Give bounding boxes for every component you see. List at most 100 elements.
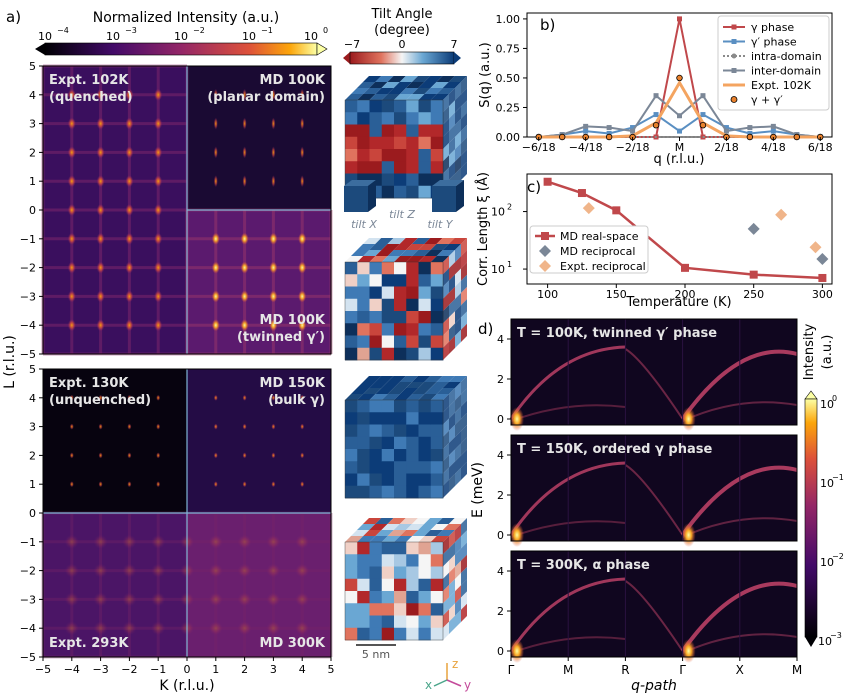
- cube-voxel: [394, 94, 413, 100]
- cube-voxel: [461, 299, 467, 318]
- cube-voxel: [345, 323, 358, 336]
- a-top-ytick: 5: [29, 60, 36, 73]
- bragg-spot: [211, 232, 220, 245]
- cube-voxel: [455, 418, 461, 437]
- cube-voxel: [381, 256, 400, 262]
- cube-voxel: [381, 412, 395, 425]
- cube-voxel: [430, 382, 449, 388]
- cube-voxel: [357, 524, 376, 530]
- tilt-title-2: (degree): [374, 23, 430, 38]
- bragg-spot: [125, 261, 134, 274]
- cube-voxel: [357, 256, 376, 262]
- cube-voxel: [455, 382, 461, 401]
- b-series-marker: [700, 93, 706, 99]
- b-xtick: M: [675, 141, 685, 154]
- cube-voxel: [381, 124, 395, 138]
- cube-voxel: [381, 244, 400, 250]
- cube-voxel: [418, 82, 437, 88]
- label-a-top-tl-2: (quenched): [49, 90, 133, 105]
- d-xlabel: q-path: [631, 678, 677, 694]
- cube-voxel: [351, 388, 370, 394]
- bragg-spot: [122, 563, 137, 578]
- cube-voxel: [394, 100, 407, 113]
- d-ytick: 4: [497, 333, 504, 346]
- cube-voxel: [449, 437, 455, 456]
- bragg-spot: [154, 88, 163, 101]
- cube-voxel: [357, 311, 370, 324]
- bragg-spot: [295, 592, 310, 607]
- cb-a-exp-4: 0: [323, 26, 328, 35]
- a-x-ticks: −5 −4 −3 −2 −1 0 1 2 3 4 5: [35, 657, 335, 676]
- cube-voxel: [369, 603, 383, 616]
- cube-voxel: [345, 400, 358, 413]
- a-bottom-ytick: −4: [20, 622, 36, 635]
- bragg-spot: [271, 423, 276, 430]
- cube-voxel: [357, 591, 370, 604]
- cube-voxel: [418, 400, 432, 413]
- cube-voxel: [449, 88, 455, 107]
- d-colorbar-ticks: 10 0 10 −1 10 −2 10 −3: [818, 394, 844, 648]
- cube-voxel: [406, 461, 419, 474]
- cube-voxel: [424, 88, 443, 94]
- cube-voxel: [381, 578, 395, 592]
- bragg-spot: [269, 290, 278, 303]
- bragg-spot: [93, 563, 108, 578]
- cube-voxel: [455, 143, 461, 162]
- b-series-marker: [653, 93, 659, 99]
- cube-voxel: [443, 585, 449, 604]
- cube-voxel: [449, 554, 455, 573]
- bragg-spot: [67, 319, 76, 332]
- cube-voxel: [449, 603, 455, 622]
- cube-voxel: [449, 137, 455, 156]
- cube-voxel: [345, 554, 358, 567]
- b-legend-swatch: [730, 96, 738, 103]
- cube-voxel: [394, 436, 407, 450]
- cube-voxel: [406, 524, 425, 530]
- b-legend-swatch: [731, 39, 737, 44]
- cube-voxel: [418, 323, 432, 336]
- d-xtick: M: [792, 663, 802, 677]
- c-marker: [582, 202, 595, 215]
- a-top-ytick: −3: [20, 290, 36, 303]
- cube-voxel: [449, 412, 455, 431]
- cube-voxel: [406, 335, 419, 349]
- tilt-tick-0: −7: [344, 38, 360, 51]
- bragg-spot: [96, 88, 105, 101]
- bragg-spot: [271, 481, 276, 488]
- cube-voxel: [406, 347, 419, 361]
- bragg-spot: [154, 146, 163, 159]
- a-ylabel: L (r.l.u.): [2, 335, 18, 389]
- cube-voxel: [381, 347, 395, 361]
- a-top-ytick: 4: [29, 89, 36, 102]
- b-series-marker: [583, 128, 589, 134]
- label-a-bot-tl-2: (unquenched): [49, 393, 151, 408]
- cube-voxel: [369, 591, 383, 604]
- cube-voxel: [418, 244, 437, 250]
- label-a-bot-tr-2: (bulk γ): [268, 393, 325, 408]
- b-xtick: −6/18: [522, 141, 556, 154]
- cube-voxel: [394, 347, 407, 361]
- cube-voxel: [369, 298, 383, 312]
- cube-voxel: [369, 244, 388, 250]
- cube-voxel: [418, 173, 432, 187]
- cb-a-exp-1: −3: [125, 26, 137, 35]
- cube-voxel: [443, 621, 449, 640]
- c-legend-label: Expt. reciprocal: [560, 260, 646, 273]
- cube-voxel: [418, 554, 432, 567]
- cube-voxel: [461, 112, 467, 131]
- cube-voxel: [412, 76, 431, 82]
- cube-voxel: [455, 394, 461, 413]
- cube-voxel: [430, 591, 444, 604]
- cube-voxel: [394, 461, 407, 474]
- a-bottom-ytick: 0: [29, 507, 36, 520]
- d-xtick: X: [736, 663, 744, 677]
- b-legend-label: γ phase: [751, 21, 794, 34]
- cube-voxel: [369, 161, 383, 174]
- bragg-spot: [240, 290, 249, 303]
- bragg-spot: [127, 423, 132, 430]
- d-subplot-label: T = 100K, twinned γ′ phase: [517, 326, 717, 341]
- c-legend-label: MD real-space: [560, 230, 639, 243]
- bragg-spot: [242, 117, 247, 130]
- cube-voxel: [381, 627, 395, 641]
- a-bottom-ytick: 5: [29, 363, 36, 376]
